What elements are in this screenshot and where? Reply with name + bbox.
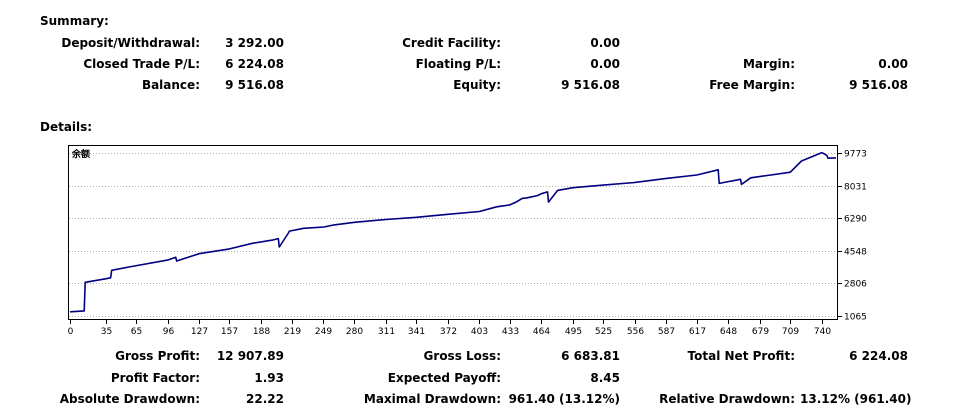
relative-drawdown-value: 13.12% (961.40) [800,392,912,406]
equity-label: Equity: [453,78,501,92]
absolute-drawdown-value: 22.22 [246,392,284,406]
x-tick-label: 249 [315,327,332,337]
y-tick-label: 2806 [844,280,867,290]
closed-pl-value: 6 224.08 [225,57,284,71]
x-tick-label: 525 [595,327,612,337]
x-tick-label: 433 [502,327,519,337]
x-tick-label: 35 [101,327,112,337]
x-tick-label: 740 [814,327,831,337]
balance-series-line [69,151,837,313]
closed-pl-label: Closed Trade P/L: [83,57,200,71]
credit-label: Credit Facility: [402,36,501,50]
relative-drawdown-label: Relative Drawdown: [659,392,795,406]
x-tick-label: 556 [627,327,644,337]
floating-value: 0.00 [590,57,620,71]
balance-label: Balance: [141,78,200,92]
margin-value: 0.00 [878,57,908,71]
maximal-drawdown-value: 961.40 (13.12%) [508,392,620,406]
total-net-profit-label: Total Net Profit: [687,349,795,363]
balance-chart-svg: 1065 2806 4548 6290 8031 9773 0 35 65 96 127 157 188… [68,148,868,337]
x-tick-label: 617 [689,327,706,337]
gross-profit-value: 12 907.89 [216,349,284,363]
expected-payoff-value: 8.45 [590,371,620,385]
gross-profit-label: Gross Profit: [115,349,200,363]
expected-payoff-label: Expected Payoff: [387,371,501,385]
x-tick-label: 587 [658,327,675,337]
absolute-drawdown-label: Absolute Drawdown: [59,392,200,406]
x-tick-label: 372 [440,327,457,337]
credit-value: 0.00 [590,36,620,50]
x-tick-label: 403 [471,327,488,337]
free-margin-value: 9 516.08 [849,78,908,92]
summary-heading: Summary: [40,14,109,28]
profit-factor-value: 1.93 [254,371,284,385]
y-tick-label: 1065 [844,313,867,323]
x-tick-label: 280 [346,327,363,337]
equity-value: 9 516.08 [561,78,620,92]
gross-loss-value: 6 683.81 [561,349,620,363]
free-margin-label: Free Margin: [709,78,795,92]
maximal-drawdown-label: Maximal Drawdown: [363,392,501,406]
x-tick-label: 679 [752,327,769,337]
x-tick-label: 495 [565,327,582,337]
x-tick-label: 157 [221,327,238,337]
x-tick-label: 0 [68,327,74,337]
x-tick-label: 188 [253,327,270,337]
y-tick-label: 9773 [844,150,867,160]
balance-chart [68,145,838,320]
deposit-value: 3 292.00 [225,36,284,50]
x-tick-label: 311 [378,327,395,337]
x-tick-label: 219 [284,327,301,337]
margin-label: Margin: [742,57,795,71]
balance-value: 9 516.08 [225,78,284,92]
deposit-label: Deposit/Withdrawal: [61,36,200,50]
floating-label: Floating P/L: [415,57,501,71]
x-tick-label: 96 [163,327,175,337]
y-tick-label: 4548 [844,248,867,258]
x-tick-label: 464 [533,327,550,337]
x-tick-label: 341 [408,327,425,337]
x-tick-label: 127 [191,327,208,337]
x-tick-label: 648 [720,327,737,337]
y-tick-label: 6290 [844,215,867,225]
total-net-profit-value: 6 224.08 [849,349,908,363]
x-tick-label: 65 [131,327,142,337]
details-heading: Details: [40,120,93,134]
gross-loss-label: Gross Loss: [423,349,501,363]
chart-title: 余额 [71,148,90,160]
x-tick-label: 709 [782,327,799,337]
profit-factor-label: Profit Factor: [110,371,200,385]
y-tick-label: 8031 [844,183,867,193]
